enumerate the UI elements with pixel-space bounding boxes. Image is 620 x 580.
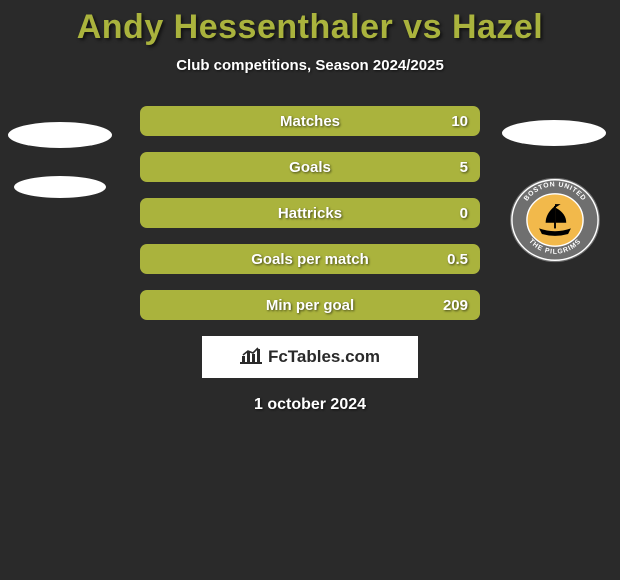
stat-value: 0 — [460, 205, 468, 222]
subtitle: Club competitions, Season 2024/2025 — [0, 57, 620, 74]
stat-row-min-per-goal: Min per goal 209 — [140, 290, 480, 320]
stat-value: 0.5 — [447, 251, 468, 268]
stat-row-goals-per-match: Goals per match 0.5 — [140, 244, 480, 274]
stat-row-matches: Matches 10 — [140, 106, 480, 136]
stat-label: Matches — [280, 113, 340, 130]
stat-value: 10 — [451, 113, 468, 130]
page-title: Andy Hessenthaler vs Hazel — [0, 0, 620, 47]
stat-label: Hattricks — [278, 205, 342, 222]
chart-icon — [240, 346, 262, 369]
footer-attribution[interactable]: FcTables.com — [202, 336, 418, 378]
stats-container: Matches 10 Goals 5 Hattricks 0 Goals per… — [0, 106, 620, 320]
stat-value: 5 — [460, 159, 468, 176]
stat-row-goals: Goals 5 — [140, 152, 480, 182]
footer-date: 1 october 2024 — [0, 396, 620, 414]
stat-label: Goals — [289, 159, 331, 176]
stat-value: 209 — [443, 297, 468, 314]
stat-label: Min per goal — [266, 297, 354, 314]
stat-row-hattricks: Hattricks 0 — [140, 198, 480, 228]
stat-label: Goals per match — [251, 251, 369, 268]
footer-site-name: FcTables.com — [268, 347, 380, 367]
